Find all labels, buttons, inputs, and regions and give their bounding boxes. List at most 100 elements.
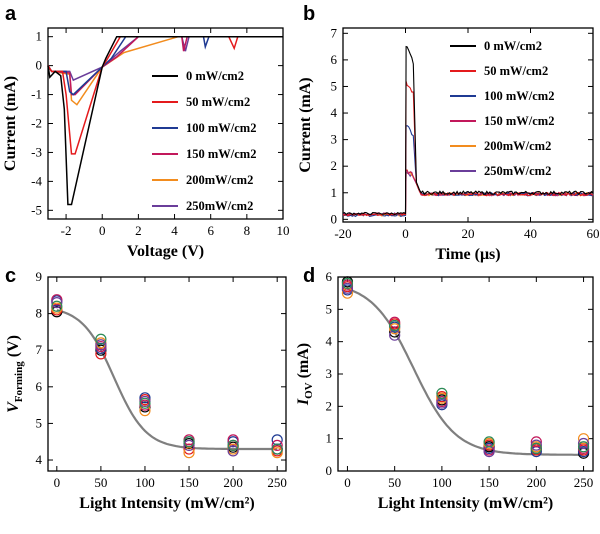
series-line (47, 35, 283, 206)
legend-label: 250mW/cm2 (484, 164, 551, 178)
x-tick-label: 8 (244, 223, 251, 238)
legend-label: 0 mW/cm2 (186, 69, 244, 83)
x-tick-label: 250 (574, 475, 594, 490)
x-tick-label: 2 (135, 223, 142, 238)
legend-label: 0 mW/cm2 (484, 39, 542, 53)
data-point (51, 294, 63, 306)
y-tick-label: -4 (31, 173, 42, 188)
x-tick-label: 0 (402, 226, 409, 241)
y-tick-label: 6 (326, 269, 333, 284)
data-point (183, 439, 195, 451)
y-axis-label: Current (mA) (2, 76, 19, 171)
panel-label-b: b (303, 3, 315, 25)
x-tick-label: 4 (171, 223, 178, 238)
panel-label-a: a (5, 3, 17, 25)
data-point (436, 392, 448, 404)
y-tick-label: 1 (36, 29, 43, 44)
x-tick-label: 10 (277, 223, 290, 238)
y-tick-label: 6 (36, 379, 43, 394)
data-point (341, 282, 354, 294)
y-tick-label: 4 (326, 334, 333, 349)
y-axis-label-main: V (5, 401, 22, 413)
data-point (530, 442, 542, 454)
data-point (139, 397, 151, 409)
y-tick-label: 4 (36, 452, 43, 467)
x-tick-label: 0 (99, 223, 106, 238)
y-tick-label: 0 (326, 463, 333, 478)
data-point (530, 436, 542, 448)
data-point (483, 436, 495, 448)
series-line (47, 35, 283, 96)
data-point (95, 348, 107, 360)
panel-b-series: Current (mA) (297, 45, 594, 218)
y-tick-label: 5 (326, 301, 333, 316)
data-point (341, 277, 354, 290)
x-tick-label: 100 (135, 475, 155, 490)
y-axis-label: Current (mA) (297, 77, 314, 172)
panel-a-series: Current (mA) (2, 35, 283, 206)
panel-c-axes: 0 50 100 150 200 250 4 5 6 7 8 9 Light Intensity (mW… (5, 265, 287, 512)
data-point (271, 447, 283, 459)
fit-curve (347, 287, 584, 456)
x-tick-label: 20 (462, 226, 475, 241)
y-axis-label-main: I (295, 398, 312, 406)
data-point (530, 439, 542, 451)
y-tick-label: 0 (36, 58, 43, 73)
data-point (389, 323, 401, 335)
panel-label-d: d (303, 265, 315, 287)
y-axis-label-unit: (mA) (295, 343, 312, 383)
data-point (227, 445, 239, 457)
data-point (95, 333, 107, 345)
panel-a-legend: 0 mW/cm2 50 mW/cm2 100 mW/cm2 150 mW/cm2 200… (152, 69, 256, 213)
y-tick-label: 2 (331, 158, 338, 173)
x-tick-label: 0 (54, 475, 61, 490)
x-tick-label: 40 (524, 226, 537, 241)
legend-label: 50 mW/cm2 (484, 64, 548, 78)
data-point (95, 339, 107, 351)
y-axis-label: VForming (V) (5, 335, 25, 413)
data-point (577, 437, 590, 450)
panel-label-c: c (5, 265, 16, 287)
data-point (139, 405, 151, 417)
y-tick-label: -1 (31, 87, 42, 102)
x-axis-label: Voltage (V) (127, 243, 204, 260)
data-point (183, 443, 195, 455)
y-tick-label: 5 (331, 78, 338, 93)
y-tick-label: 7 (331, 25, 338, 40)
panel-d-axes: 0 50 100 150 200 250 0 1 2 3 4 5 6 Light Intensity (m… (303, 265, 594, 512)
y-tick-label: 5 (36, 415, 43, 430)
data-point (436, 387, 448, 399)
legend-label: 150 mW/cm2 (484, 114, 554, 128)
x-tick-label: 200 (223, 475, 243, 490)
y-tick-label: -3 (31, 144, 42, 159)
data-point (271, 439, 283, 451)
data-point (271, 434, 283, 446)
data-point (51, 300, 63, 312)
legend-label: 250mW/cm2 (186, 199, 253, 213)
panel-b-legend: 0 mW/cm2 50 mW/cm2 100 mW/cm2 150 mW/cm2 200… (450, 39, 554, 178)
data-point (389, 316, 401, 328)
x-axis-label: Light Intensity (mW/cm²) (378, 495, 553, 512)
legend-label: 150 mW/cm2 (186, 147, 256, 161)
y-tick-label: 6 (331, 52, 338, 67)
x-tick-label: 50 (94, 475, 107, 490)
legend-label: 100 mW/cm2 (484, 89, 554, 103)
series-line (47, 35, 283, 82)
data-point (271, 443, 283, 455)
y-tick-label: 4 (331, 105, 338, 120)
legend-label: 100 mW/cm2 (186, 121, 256, 135)
plot-frame (47, 276, 287, 472)
x-tick-label: 200 (527, 475, 547, 490)
legend-label: 50 mW/cm2 (186, 95, 250, 109)
x-tick-label: 0 (344, 475, 351, 490)
y-tick-label: 1 (326, 431, 333, 446)
x-tick-label: -2 (61, 223, 72, 238)
x-axis-label: Time (μs) (435, 246, 500, 263)
y-axis-label-unit: (V) (5, 335, 22, 361)
x-tick-label: 100 (432, 475, 452, 490)
y-tick-label: 8 (36, 306, 43, 321)
y-tick-label: 1 (331, 185, 338, 200)
